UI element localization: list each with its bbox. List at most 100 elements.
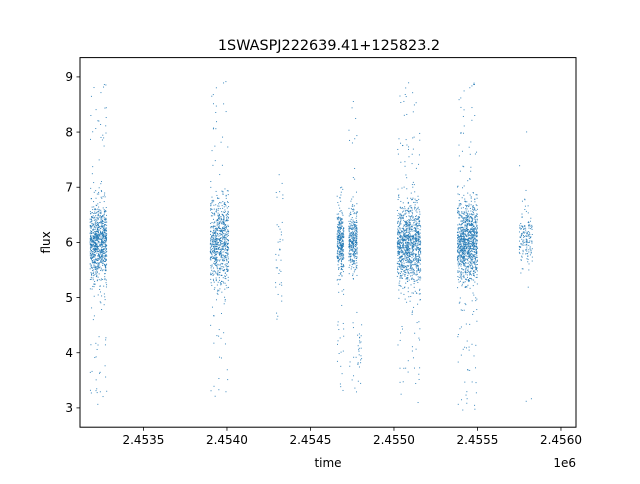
data-point [410,265,412,267]
data-point [354,239,356,241]
data-point [214,231,216,233]
data-point [418,209,420,211]
data-point [464,263,466,265]
data-point [104,238,106,240]
data-point [459,217,461,219]
data-point [210,209,212,211]
data-point [95,128,97,130]
data-point [466,276,468,278]
data-point [525,238,527,240]
data-point [404,221,406,223]
data-point [213,243,215,245]
data-point [226,213,228,215]
data-point [352,250,354,252]
data-point [401,259,403,261]
data-point [338,291,340,293]
data-point [527,221,529,223]
data-point [101,223,103,225]
data-point [464,250,466,252]
data-point [216,229,218,231]
data-point [463,269,465,271]
data-point [352,232,354,234]
data-point [470,253,472,255]
data-point [459,280,461,282]
data-point [414,280,416,282]
data-point [340,218,342,220]
data-point [531,256,533,258]
data-point [214,239,216,241]
data-point [217,215,219,217]
data-point [214,255,216,257]
data-point [402,273,404,275]
data-point [96,270,98,272]
data-point [469,246,471,248]
data-point [407,243,409,245]
data-point [340,194,342,196]
data-point [465,254,467,256]
data-point [468,256,470,258]
data-point [103,209,105,211]
data-point [226,218,228,220]
data-point [353,244,355,246]
data-point [466,215,468,217]
data-point [102,215,104,217]
data-point [342,214,344,216]
data-point [101,270,103,272]
data-point [458,261,460,263]
data-point [472,240,474,242]
data-point [400,332,402,334]
data-point [340,267,342,269]
data-point [466,244,468,246]
data-point [103,248,105,250]
data-point [90,344,92,346]
data-point [472,209,474,211]
data-point [225,81,227,83]
data-point [227,201,229,203]
data-point [102,250,104,252]
data-point [100,243,102,245]
data-point [105,286,107,288]
data-point [410,275,412,277]
data-point [89,238,91,240]
data-point [402,251,404,253]
data-point [218,244,220,246]
data-point [94,236,96,238]
data-point [469,234,471,236]
data-point [473,235,475,237]
data-point [471,254,473,256]
data-point [213,262,215,264]
data-point [462,228,464,230]
data-point [227,213,229,215]
data-point [220,216,222,218]
data-point [466,225,468,227]
data-point [338,223,340,225]
data-point [476,298,478,300]
data-point [105,265,107,267]
data-point [102,215,104,217]
data-point [91,262,93,264]
data-point [408,207,410,209]
data-point [95,226,97,228]
data-point [458,211,460,213]
data-point [224,300,226,302]
data-point [460,261,462,263]
data-point [223,251,225,253]
data-point [415,200,417,202]
data-point [463,260,465,262]
data-point [341,268,343,270]
data-point [90,246,92,248]
data-point [530,249,532,251]
data-point [463,256,465,258]
data-point [217,207,219,209]
data-point [94,216,96,218]
data-point [101,250,103,252]
data-point [220,337,222,339]
data-point [93,244,95,246]
data-point [356,238,358,240]
data-point [410,244,412,246]
data-point [461,255,463,257]
data-point [417,231,419,233]
data-point [400,255,402,257]
data-point [91,226,93,228]
chart-title: 1SWASPJ222639.41+125823.2 [218,38,440,54]
